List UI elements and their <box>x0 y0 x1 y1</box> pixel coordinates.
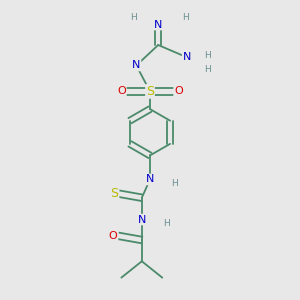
Text: N: N <box>132 61 141 70</box>
Text: H: H <box>182 13 189 22</box>
Text: O: O <box>109 231 118 241</box>
Text: N: N <box>154 20 162 29</box>
Text: N: N <box>138 214 146 224</box>
Text: O: O <box>174 86 183 96</box>
Text: H: H <box>130 13 137 22</box>
Text: O: O <box>117 86 126 96</box>
Text: N: N <box>146 175 154 184</box>
Text: H: H <box>204 65 211 74</box>
Text: S: S <box>110 187 118 200</box>
Text: H: H <box>163 219 170 228</box>
Text: N: N <box>183 52 191 62</box>
Text: H: H <box>204 51 211 60</box>
Text: S: S <box>146 85 154 98</box>
Text: H: H <box>171 179 178 188</box>
